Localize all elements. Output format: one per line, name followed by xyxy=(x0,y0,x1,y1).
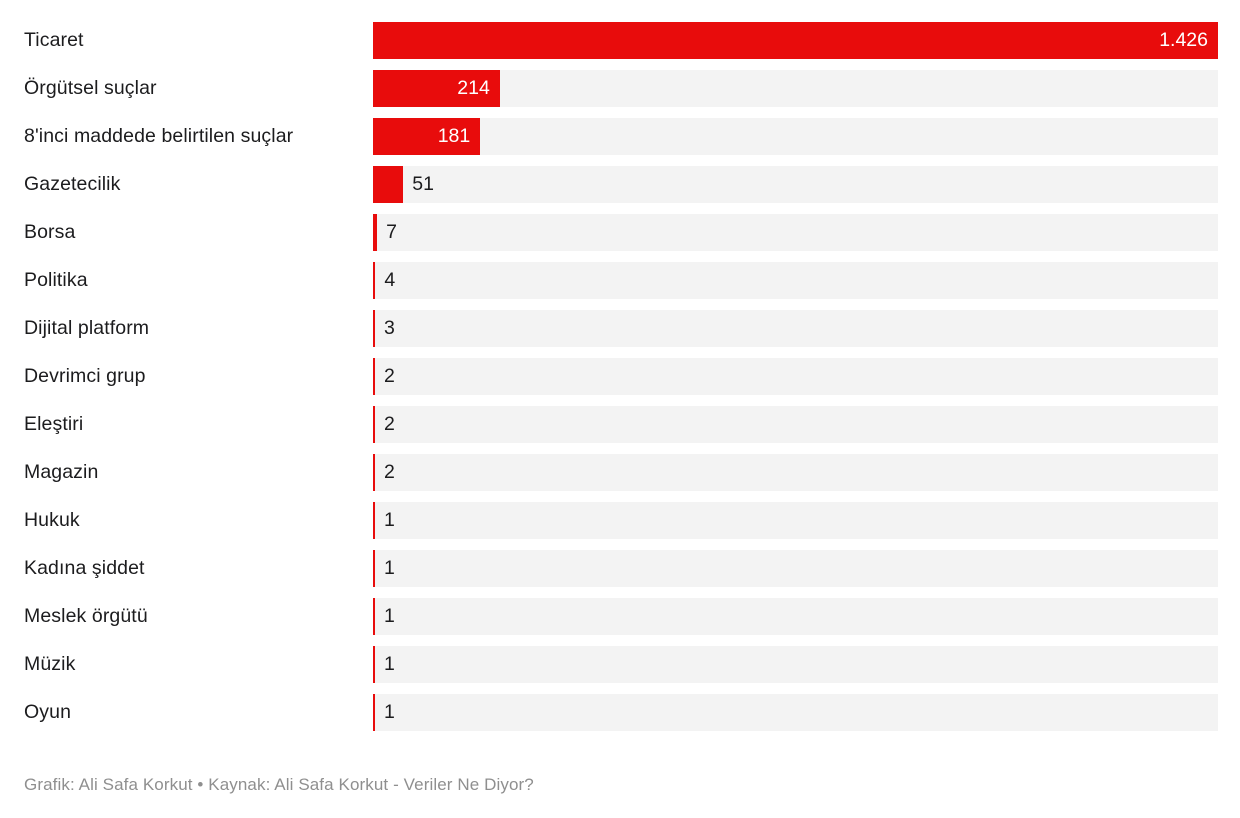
bar-row: Magazin 2 xyxy=(0,454,1240,491)
bar-track: 3 xyxy=(373,310,1218,347)
value-label: 3 xyxy=(384,317,395,339)
bar-track: 2 xyxy=(373,406,1218,443)
value-label: 1 xyxy=(384,509,395,531)
value-label: 1 xyxy=(384,557,395,579)
category-label: Borsa xyxy=(24,221,76,243)
bar-row: Eleştiri 2 xyxy=(0,406,1240,443)
bar: 1.426 xyxy=(373,22,1218,59)
value-label: 4 xyxy=(384,269,396,291)
category-label: Politika xyxy=(24,269,88,291)
bar xyxy=(373,166,404,203)
bar-track: 7 xyxy=(373,214,1218,251)
bar xyxy=(373,214,378,251)
bar xyxy=(373,262,376,299)
value-label: 2 xyxy=(384,365,395,387)
bar-track: 181 xyxy=(373,118,1218,155)
bar xyxy=(373,598,375,635)
category-label: 8'inci maddede belirtilen suçlar xyxy=(24,125,294,147)
bar-row: Meslek örgütü 1 xyxy=(0,598,1240,635)
value-label: 51 xyxy=(412,173,434,195)
bar xyxy=(373,310,375,347)
bar-row: Müzik 1 xyxy=(0,646,1240,683)
category-label: Kadına şiddet xyxy=(24,557,145,579)
bar: 214 xyxy=(373,70,500,107)
category-label: Ticaret xyxy=(24,29,84,51)
bar-chart: Ticaret 1.426 Örgütsel suçlar 214 8'inci… xyxy=(0,22,1240,742)
category-label: Gazetecilik xyxy=(24,173,121,195)
value-label: 1.426 xyxy=(1159,29,1208,51)
value-label: 2 xyxy=(384,413,395,435)
category-label: Meslek örgütü xyxy=(24,605,148,627)
attribution-footer: Grafik: Ali Safa Korkut • Kaynak: Ali Sa… xyxy=(24,775,534,794)
bar-track: 1.426 xyxy=(373,22,1218,59)
bar-track: 51 xyxy=(373,166,1218,203)
bar-track: 214 xyxy=(373,70,1218,107)
bar-row: Politika 4 xyxy=(0,262,1240,299)
bar-row: Kadına şiddet 1 xyxy=(0,550,1240,587)
bar-row: Örgütsel suçlar 214 xyxy=(0,70,1240,107)
bar xyxy=(373,694,375,731)
bar-row: Hukuk 1 xyxy=(0,502,1240,539)
category-label: Müzik xyxy=(24,653,76,675)
category-label: Magazin xyxy=(24,461,99,483)
bar-row: Oyun 1 xyxy=(0,694,1240,731)
bar-track: 1 xyxy=(373,694,1218,731)
bar-track: 2 xyxy=(373,358,1218,395)
bar-track: 1 xyxy=(373,646,1218,683)
category-label: Dijital platform xyxy=(24,317,150,339)
bar-track: 1 xyxy=(373,598,1218,635)
bar-track: 4 xyxy=(373,262,1218,299)
bar xyxy=(373,550,375,587)
bar xyxy=(373,454,375,491)
bar-row: Dijital platform 3 xyxy=(0,310,1240,347)
bar-row: Devrimci grup 2 xyxy=(0,358,1240,395)
bar-track: 1 xyxy=(373,502,1218,539)
bar xyxy=(373,646,375,683)
value-label: 1 xyxy=(384,701,395,723)
category-label: Eleştiri xyxy=(24,413,84,435)
value-label: 7 xyxy=(386,221,397,243)
category-label: Devrimci grup xyxy=(24,365,146,387)
value-label: 2 xyxy=(384,461,395,483)
value-label: 1 xyxy=(384,605,395,627)
bar-row: 8'inci maddede belirtilen suçlar 181 xyxy=(0,118,1240,155)
category-label: Oyun xyxy=(24,701,72,723)
bar-row: Gazetecilik 51 xyxy=(0,166,1240,203)
category-label: Örgütsel suçlar xyxy=(24,77,157,99)
bar-row: Borsa 7 xyxy=(0,214,1240,251)
bar-track: 2 xyxy=(373,454,1218,491)
bar xyxy=(373,406,375,443)
bar xyxy=(373,502,375,539)
value-label: 214 xyxy=(457,77,490,99)
bar: 181 xyxy=(373,118,481,155)
value-label: 181 xyxy=(437,125,471,147)
category-label: Hukuk xyxy=(24,509,80,531)
value-label: 1 xyxy=(384,653,395,675)
bar-track: 1 xyxy=(373,550,1218,587)
bar-row: Ticaret 1.426 xyxy=(0,22,1240,59)
bar xyxy=(373,358,375,395)
